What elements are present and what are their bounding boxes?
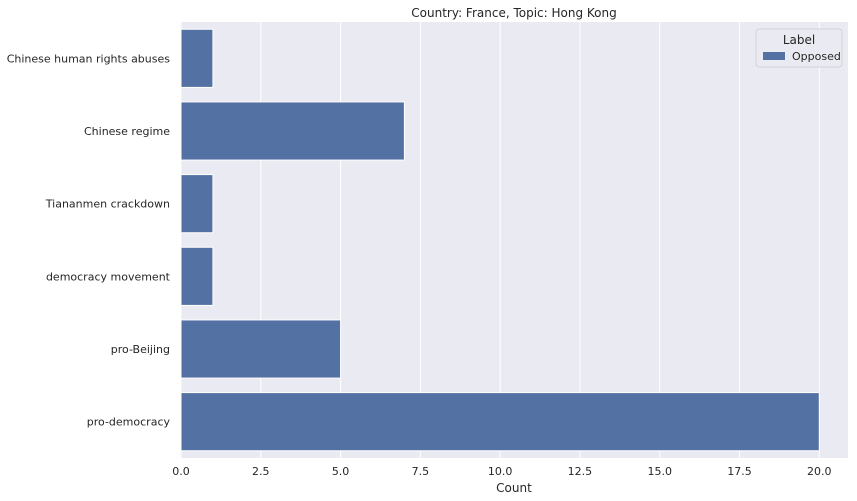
x-tick-label: 17.5 xyxy=(727,465,752,478)
x-tick-labels: 0.0 2.5 5.0 7.5 10.0 12.5 15.0 17.5 20.0 xyxy=(172,465,831,478)
x-tick-label: 2.5 xyxy=(252,465,270,478)
bar xyxy=(180,101,405,161)
chart-title: Country: France, Topic: Hong Kong xyxy=(411,6,616,20)
bar xyxy=(180,319,342,379)
category-label: Chinese human rights abuses xyxy=(7,52,171,65)
x-tick-label: 5.0 xyxy=(332,465,350,478)
bars xyxy=(180,28,820,452)
legend-label: Opposed xyxy=(792,50,841,63)
legend: Label Opposed xyxy=(755,28,843,68)
category-label: Chinese regime xyxy=(84,125,170,138)
plot-area xyxy=(181,22,848,458)
bar xyxy=(180,392,820,452)
x-tick-label: 0.0 xyxy=(172,465,190,478)
x-tick-label: 15.0 xyxy=(647,465,672,478)
x-axis-title: Count xyxy=(496,481,532,495)
x-tick-label: 10.0 xyxy=(488,465,513,478)
gridlines xyxy=(180,22,820,458)
bar xyxy=(180,246,214,306)
bar xyxy=(180,28,214,88)
bar xyxy=(180,174,214,234)
legend-swatch xyxy=(763,52,785,60)
x-tick-label: 20.0 xyxy=(807,465,832,478)
x-tick-label: 12.5 xyxy=(568,465,593,478)
category-labels: Chinese human rights abuses Chinese regim… xyxy=(7,52,171,428)
category-label: democracy movement xyxy=(46,270,171,283)
category-label: Tiananmen crackdown xyxy=(45,198,170,211)
legend-title: Label xyxy=(783,33,815,47)
category-label: pro-democracy xyxy=(87,416,171,429)
x-tick-label: 7.5 xyxy=(412,465,430,478)
category-label: pro-Beijing xyxy=(111,343,170,356)
